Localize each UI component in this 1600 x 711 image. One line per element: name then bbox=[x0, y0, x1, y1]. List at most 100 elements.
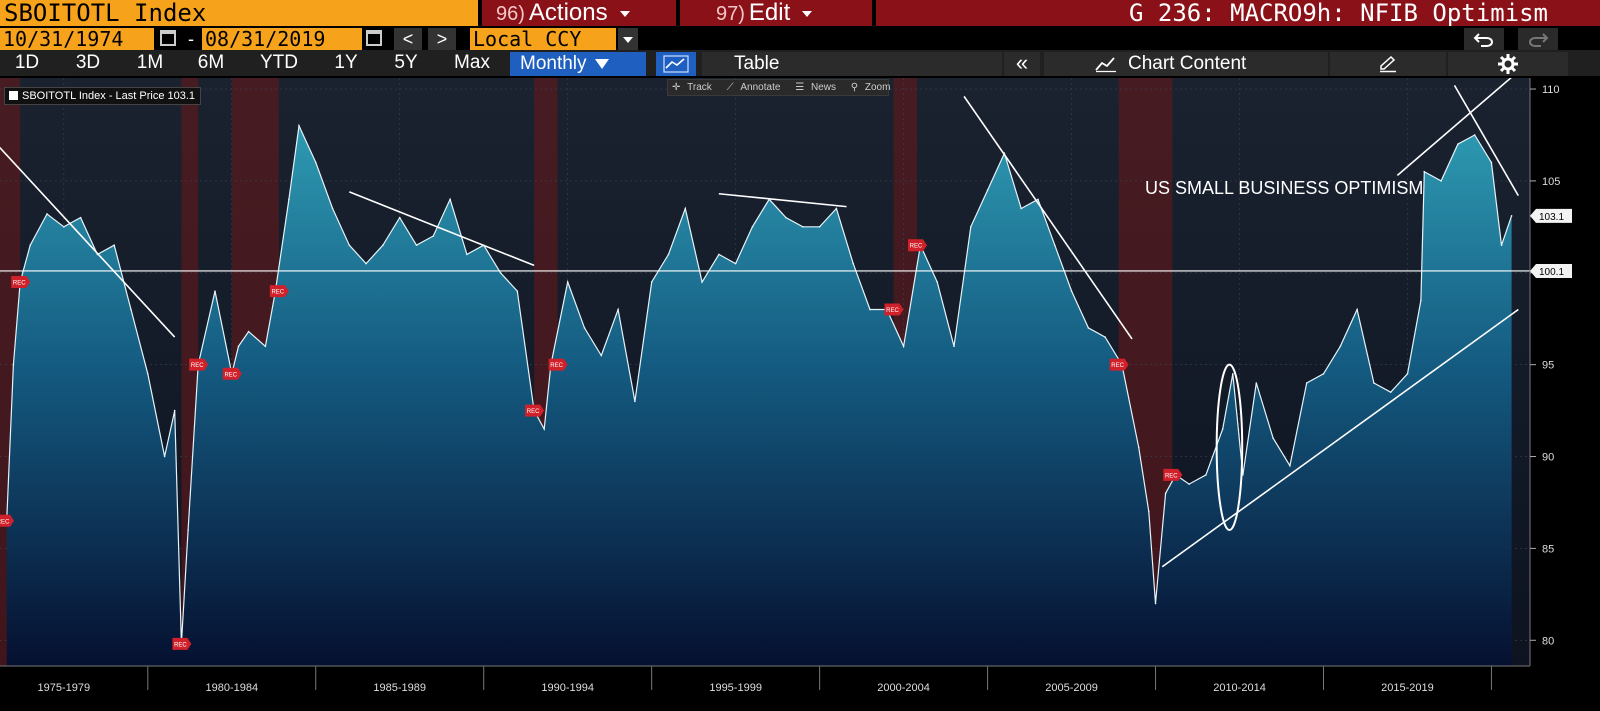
data-point bbox=[1420, 299, 1422, 302]
data-point bbox=[12, 363, 15, 366]
data-point bbox=[1255, 382, 1258, 384]
area-fill bbox=[6, 125, 1512, 667]
data-point bbox=[1037, 198, 1039, 201]
rec-tag-label: REC bbox=[886, 308, 899, 314]
y-axis-background bbox=[1530, 78, 1600, 666]
chevron-down-icon[interactable] bbox=[618, 28, 638, 50]
data-point bbox=[1020, 207, 1022, 210]
data-point bbox=[818, 226, 821, 228]
period-1y[interactable]: 1Y bbox=[334, 52, 358, 73]
ticker-field[interactable]: SBOITOTL Index bbox=[0, 0, 478, 26]
period-max[interactable]: Max bbox=[454, 52, 490, 73]
end-date-input[interactable]: 08/31/2019 bbox=[202, 28, 362, 50]
chevron-down-icon bbox=[594, 58, 609, 69]
data-point bbox=[936, 281, 938, 283]
track-tool[interactable]: ✛ Track bbox=[672, 82, 712, 93]
data-point bbox=[1087, 327, 1090, 329]
trend-line bbox=[963, 95, 1133, 340]
data-point bbox=[237, 345, 240, 348]
period-1m[interactable]: 1M bbox=[136, 52, 164, 73]
pencil-icon[interactable] bbox=[1330, 52, 1446, 76]
recession-marker: REC bbox=[189, 358, 209, 371]
chevron-down-icon bbox=[619, 10, 630, 17]
y-tick-label: 80 bbox=[1542, 635, 1554, 647]
chart-area[interactable]: REC REC REC REC REC REC REC REC REC REC REC REC 80 8… bbox=[0, 78, 1600, 711]
data-point bbox=[264, 345, 267, 348]
zoom-tool[interactable]: ⚲ Zoom bbox=[850, 82, 891, 93]
data-point bbox=[1053, 244, 1056, 247]
gear-icon[interactable] bbox=[1448, 52, 1568, 76]
data-point bbox=[1339, 345, 1342, 348]
next-period-button[interactable]: > bbox=[428, 28, 456, 50]
redo-icon[interactable] bbox=[1518, 28, 1558, 50]
data-point bbox=[1322, 373, 1325, 375]
data-point bbox=[113, 244, 116, 247]
data-point bbox=[583, 327, 586, 329]
data-point bbox=[1305, 382, 1308, 384]
data-point bbox=[415, 244, 418, 247]
currency-select[interactable]: Local CCY bbox=[470, 28, 616, 50]
data-point bbox=[499, 271, 502, 274]
edit-menu-button[interactable]: 97) Edit bbox=[680, 0, 872, 26]
y-tick-label: 110 bbox=[1542, 84, 1560, 96]
annotate-tool[interactable]: ⟋ Annotate bbox=[726, 82, 781, 93]
edit-number: 97) bbox=[716, 3, 745, 25]
period-5y[interactable]: 5Y bbox=[394, 52, 418, 73]
collapse-panel-button[interactable]: « bbox=[1004, 52, 1040, 76]
toolbar: 1D 3D 1M 6M YTD 1Y 5Y Max Monthly Table … bbox=[0, 50, 1600, 76]
data-point bbox=[398, 216, 401, 219]
data-point bbox=[718, 253, 720, 256]
chart-legend[interactable]: SBOITOTL Index - Last Price 103.1 bbox=[4, 87, 202, 105]
calendar-icon[interactable] bbox=[366, 30, 382, 46]
value-tag-label: 103.1 bbox=[1539, 212, 1564, 223]
data-point bbox=[1389, 391, 1392, 394]
calendar-icon[interactable] bbox=[160, 30, 176, 46]
rec-tag-label: REC bbox=[13, 281, 26, 287]
title-bar: SBOITOTL Index 96) Actions 97) Edit G 236:… bbox=[0, 0, 1600, 26]
y-tick-label: 95 bbox=[1542, 360, 1554, 372]
recession-marker: REC bbox=[172, 637, 192, 650]
price-chart[interactable]: REC REC REC REC REC REC REC REC REC REC REC REC 80 8… bbox=[0, 78, 1600, 711]
chart-content-button[interactable]: Chart Content bbox=[1044, 52, 1328, 76]
recession-marker: REC bbox=[908, 239, 927, 252]
rec-tag-label: REC bbox=[1165, 473, 1178, 479]
data-point bbox=[1104, 336, 1106, 338]
data-point bbox=[46, 213, 48, 215]
data-point bbox=[331, 207, 334, 210]
data-point bbox=[1221, 428, 1224, 430]
previous-period-button[interactable]: < bbox=[394, 28, 422, 50]
period-ytd[interactable]: YTD bbox=[260, 52, 298, 73]
trend-line bbox=[1161, 308, 1519, 568]
actions-menu-button[interactable]: 96) Actions bbox=[482, 0, 676, 26]
value-tag bbox=[1530, 263, 1572, 278]
frequency-select[interactable]: Monthly bbox=[510, 52, 646, 76]
data-point bbox=[969, 226, 972, 228]
data-point bbox=[1188, 483, 1190, 485]
news-tool[interactable]: ☰ News bbox=[795, 82, 836, 93]
highlight-ellipse bbox=[1215, 363, 1244, 532]
data-point bbox=[482, 244, 485, 247]
recession-marker: REC bbox=[269, 285, 289, 298]
rec-tag-label: REC bbox=[191, 363, 204, 369]
data-point bbox=[1423, 170, 1426, 173]
data-point bbox=[852, 262, 855, 265]
data-point bbox=[566, 281, 569, 283]
start-date-input[interactable]: 10/31/1974 bbox=[0, 28, 154, 50]
recession-marker: REC bbox=[1109, 358, 1129, 371]
line-chart-icon[interactable] bbox=[656, 52, 696, 76]
table-button[interactable]: Table bbox=[702, 52, 1002, 76]
data-point bbox=[1440, 180, 1442, 182]
data-point bbox=[751, 226, 754, 228]
rec-tag-shape bbox=[525, 404, 545, 417]
period-6m[interactable]: 6M bbox=[197, 52, 225, 73]
data-point bbox=[1205, 474, 1207, 476]
period-3d[interactable]: 3D bbox=[75, 52, 101, 73]
frequency-label: Monthly bbox=[520, 53, 587, 74]
period-1d[interactable]: 1D bbox=[14, 52, 40, 73]
data-point bbox=[701, 281, 703, 283]
undo-icon[interactable] bbox=[1464, 28, 1504, 50]
data-point bbox=[667, 253, 670, 256]
news-tool-label: News bbox=[810, 82, 836, 93]
rec-tag-shape bbox=[11, 276, 31, 288]
rec-tag-label: REC bbox=[224, 372, 237, 378]
